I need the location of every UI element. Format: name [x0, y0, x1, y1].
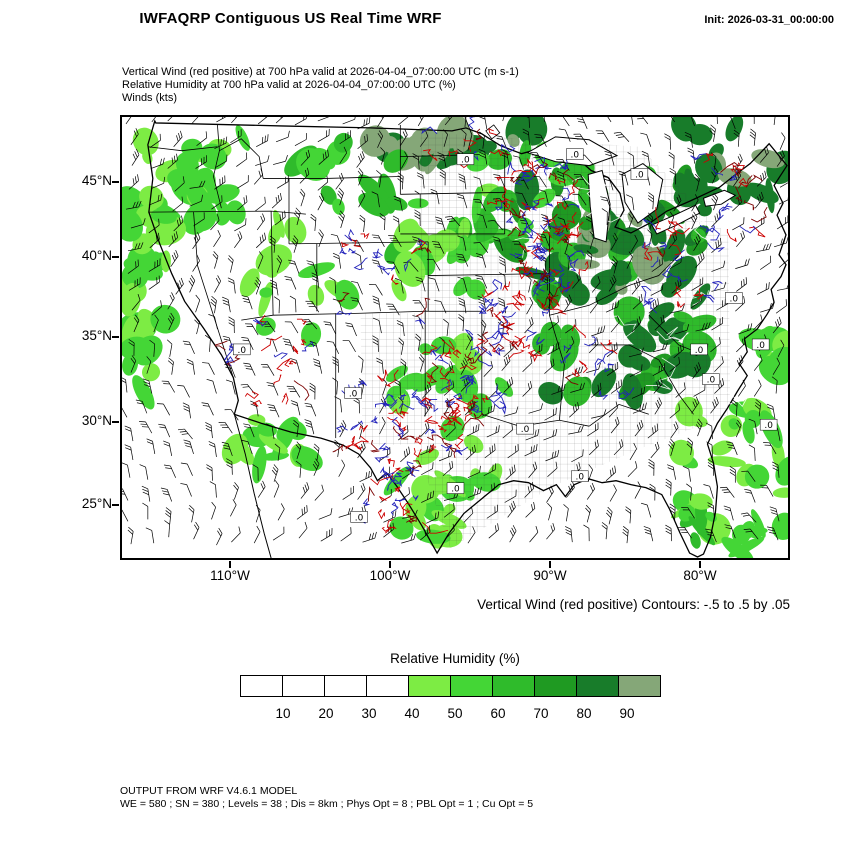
legend-tick-label: 20: [318, 706, 334, 721]
subtitle-relative-humidity: Relative Humidity at 700 hPa valid at 20…: [122, 79, 456, 91]
svg-text:.0: .0: [451, 485, 460, 495]
lat-tick-label: 25°N: [81, 496, 112, 511]
legend-color-box: [324, 675, 367, 697]
svg-text:.0: .0: [764, 421, 773, 431]
legend-tick-label: 40: [404, 706, 420, 721]
legend-tick-label: 30: [361, 706, 377, 721]
svg-text:.0: .0: [695, 346, 704, 356]
svg-text:.0: .0: [575, 473, 584, 483]
svg-text:.0: .0: [756, 341, 765, 351]
page-title: IWFAQRP Contiguous US Real Time WRF: [139, 10, 442, 27]
legend-title: Relative Humidity (%): [390, 651, 520, 666]
legend-tick-label: 70: [533, 706, 549, 721]
wrf-map-canvas: .0 .0 .0 .0 .0 .0 .0 .0 .0 .0 .0 .0 .0 .0: [122, 117, 788, 558]
map-frame: .0 .0 .0 .0 .0 .0 .0 .0 .0 .0 .0 .0 .0 .0: [120, 115, 790, 560]
svg-text:.0: .0: [238, 346, 247, 356]
lon-tick-mark: [699, 561, 701, 568]
legend-color-box: [366, 675, 409, 697]
lat-tick-mark: [112, 504, 119, 506]
legend-tick-label: 90: [619, 706, 635, 721]
svg-text:.0: .0: [461, 156, 470, 166]
model-footer: OUTPUT FROM WRF V4.6.1 MODEL WE = 580 ; …: [120, 785, 533, 810]
lat-tick-label: 35°N: [81, 328, 112, 343]
field-subtitles: Vertical Wind (red positive) at 700 hPa …: [122, 66, 519, 105]
lat-tick-mark: [112, 336, 119, 338]
legend-color-box: [408, 675, 451, 697]
legend-ticks: 10 20 30 40 50 60 70 80 90: [240, 706, 670, 724]
lon-tick-mark: [229, 561, 231, 568]
lat-tick-label: 40°N: [81, 248, 112, 263]
subtitle-winds: Winds (kts): [122, 92, 177, 104]
lat-tick-mark: [112, 256, 119, 258]
legend-tick-label: 60: [490, 706, 506, 721]
lat-tick-mark: [112, 421, 119, 423]
svg-text:.0: .0: [635, 170, 644, 180]
footer-model-line: OUTPUT FROM WRF V4.6.1 MODEL: [120, 785, 298, 797]
lon-tick-label: 90°W: [533, 568, 567, 583]
contour-caption: Vertical Wind (red positive) Contours: -…: [477, 597, 790, 612]
lon-tick-mark: [389, 561, 391, 568]
legend-color-box: [534, 675, 577, 697]
svg-text:.0: .0: [349, 389, 358, 399]
svg-text:.0: .0: [730, 294, 739, 304]
legend-tick-label: 80: [576, 706, 592, 721]
lon-tick-label: 100°W: [369, 568, 411, 583]
legend-color-box: [618, 675, 661, 697]
svg-text:.0: .0: [707, 376, 716, 386]
legend-color-box: [240, 675, 283, 697]
legend-color-box: [450, 675, 493, 697]
subtitle-vertical-wind: Vertical Wind (red positive) at 700 hPa …: [122, 66, 519, 78]
svg-text:.0: .0: [355, 513, 364, 523]
legend-color-box: [282, 675, 325, 697]
lat-tick-label: 45°N: [81, 173, 112, 188]
legend-tick-label: 50: [447, 706, 463, 721]
lon-tick-mark: [549, 561, 551, 568]
legend-colorbar: [240, 675, 661, 697]
lat-tick-label: 30°N: [81, 413, 112, 428]
lon-tick-label: 110°W: [210, 568, 250, 583]
svg-text:.0: .0: [571, 151, 580, 161]
legend-tick-label: 10: [275, 706, 291, 721]
footer-config-line: WE = 580 ; SN = 380 ; Levels = 38 ; Dis …: [120, 797, 534, 810]
lon-tick-label: 80°W: [683, 568, 717, 583]
init-time-label: Init: 2026-03-31_00:00:00: [704, 14, 834, 26]
legend-color-box: [492, 675, 535, 697]
svg-text:.0: .0: [521, 425, 530, 435]
legend-color-box: [576, 675, 619, 697]
lat-tick-mark: [112, 181, 119, 183]
